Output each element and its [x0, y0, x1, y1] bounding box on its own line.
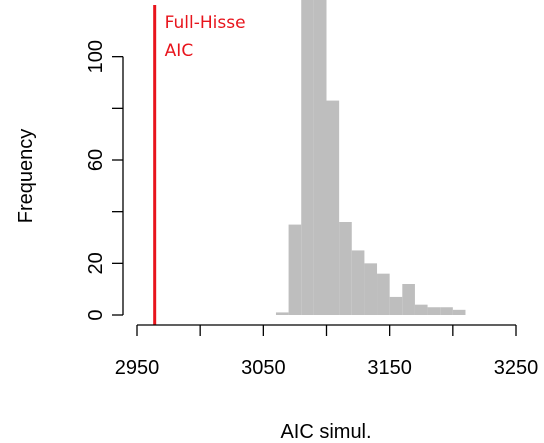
histogram-bar-14: [452, 309, 466, 315]
histogram-bar-8: [377, 273, 390, 315]
y-axis-label: Frequency: [15, 129, 37, 224]
reference-line-label: Full-Hisse AIC: [165, 13, 246, 61]
x-tick-label-2: 3050: [241, 357, 286, 379]
histogram-bar-3: [313, 0, 327, 315]
y-tick-label-0: 0: [85, 309, 107, 320]
x-axis-label: AIC simul.: [280, 421, 371, 443]
x-tick-label-0: 2950: [115, 357, 160, 379]
histogram-bar-9: [389, 296, 403, 315]
histogram-bar-4: [326, 100, 340, 315]
histogram-bar-12: [427, 307, 441, 315]
histogram-bars: [275, 0, 466, 316]
reference-line-label-line-1: AIC: [165, 41, 194, 61]
histogram-bar-13: [440, 307, 453, 315]
histogram-bar-1: [288, 224, 302, 315]
x-tick-label-6: 3250: [494, 357, 539, 379]
y-tick-label-3: 60: [85, 149, 107, 171]
y-axis: 0 20 60 100: [85, 40, 124, 321]
reference-line-group: Full-Hisse AIC: [153, 5, 246, 325]
y-tick-label-1: 20: [85, 252, 107, 274]
histogram-bar-7: [364, 263, 378, 315]
histogram-bar-0: [275, 312, 289, 315]
reference-line-label-line-0: Full-Hisse: [165, 13, 246, 33]
x-axis: 2950 3050 3150 3250: [115, 324, 539, 379]
y-tick-label-5: 100: [85, 40, 107, 73]
histogram-bar-10: [402, 284, 415, 315]
histogram-bar-11: [414, 304, 428, 315]
histogram-bar-6: [351, 250, 365, 315]
histogram-bar-2: [301, 0, 314, 316]
histogram-bar-5: [339, 222, 352, 315]
x-tick-label-4: 3150: [367, 357, 412, 379]
